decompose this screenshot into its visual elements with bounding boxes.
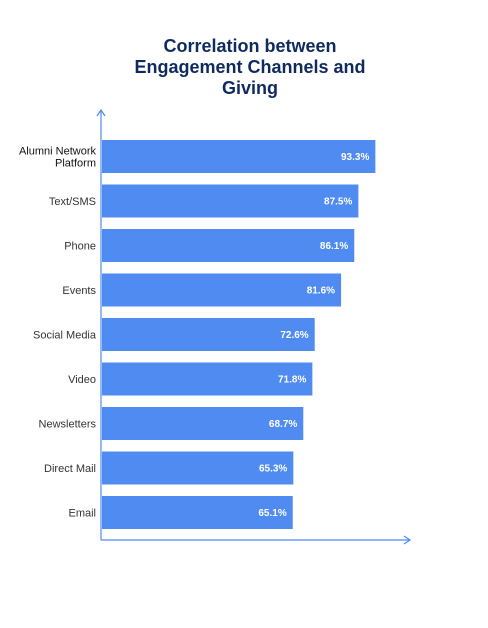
- bar: [102, 496, 293, 529]
- chart-bars: [102, 140, 376, 529]
- category-label: Email: [68, 508, 96, 520]
- category-label: Phone: [64, 241, 96, 253]
- bar: [102, 362, 313, 396]
- bar: [102, 140, 376, 173]
- category-label: Social Media: [33, 330, 97, 342]
- category-label: Direct Mail: [44, 463, 96, 475]
- chart-labels: 93.3% Alumni Network Platform 87.5% Text/SMS…: [19, 146, 370, 520]
- chart-axes: [96, 108, 412, 545]
- bar-value-label: 68.7%: [269, 419, 297, 430]
- bar-value-label: 65.3%: [259, 464, 287, 475]
- x-axis-arrow: [403, 535, 412, 545]
- bar-value-label: 81.6%: [307, 286, 335, 297]
- chart-title: Correlation between Engagement Channels …: [134, 36, 366, 98]
- category-label: Alumni Network Platform: [19, 146, 97, 170]
- bar: [102, 451, 294, 485]
- bar: [102, 184, 359, 218]
- bar-value-label: 71.8%: [278, 375, 306, 386]
- bar-value-label: 72.6%: [280, 330, 308, 341]
- category-label: Video: [68, 374, 96, 386]
- bar-value-label: 86.1%: [320, 241, 348, 252]
- y-axis-arrow: [96, 108, 106, 117]
- bar: [102, 229, 355, 262]
- bar: [102, 318, 315, 351]
- category-label: Events: [62, 285, 96, 297]
- category-label: Text/SMS: [49, 196, 96, 208]
- category-label: Newsletters: [39, 419, 97, 431]
- bar: [102, 273, 342, 307]
- bar-value-label: 93.3%: [341, 152, 369, 163]
- bar-value-label: 65.1%: [258, 508, 286, 519]
- bar-value-label: 87.5%: [324, 197, 352, 208]
- bar: [102, 407, 304, 440]
